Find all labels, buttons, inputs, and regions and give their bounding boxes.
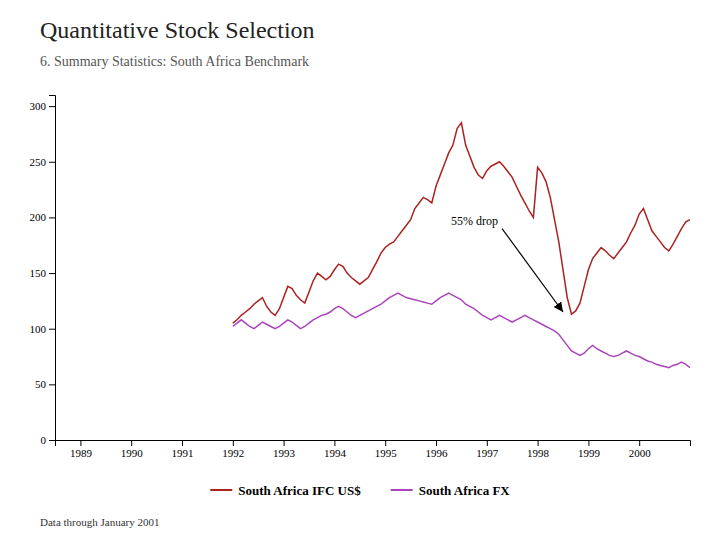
tick-label: 150: [30, 267, 47, 279]
tick-label: 2000: [629, 447, 652, 459]
tick-label: 1998: [527, 447, 550, 459]
tick-label: 250: [30, 156, 47, 168]
tick-label: 1989: [70, 447, 93, 459]
tick: 1994: [324, 440, 347, 459]
tick-label: 1999: [578, 447, 601, 459]
tick-mark: [49, 329, 55, 330]
tick-label: 100: [30, 323, 47, 335]
legend-swatch: [210, 489, 232, 491]
tick-mark: [284, 440, 285, 446]
title: Quantitative Stock Selection: [40, 17, 315, 43]
tick: 1992: [222, 440, 244, 459]
legend: South Africa IFC US$ South Africa FX: [210, 483, 510, 498]
tick-label: 50: [35, 378, 47, 390]
legend-label: South Africa FX: [419, 483, 511, 498]
marks: [233, 123, 690, 368]
tick: 1991: [172, 440, 194, 459]
tick: 50: [35, 378, 55, 390]
tick-mark: [385, 440, 386, 446]
tick-mark: [49, 384, 55, 385]
tick: 1990: [121, 440, 144, 459]
legend-swatch: [391, 489, 413, 491]
tick-mark: [538, 440, 539, 446]
tick-mark: [436, 440, 437, 446]
plot: 1989 1990 1991 1992 1993 1994 1995 1996 1997 1998…: [30, 96, 691, 459]
tick-mark: [80, 440, 81, 446]
tick-mark: [49, 273, 55, 274]
tick-label: 200: [30, 211, 47, 223]
tick: 1999: [578, 440, 601, 459]
tick: 1989: [70, 440, 93, 459]
series-line: [233, 293, 690, 368]
tick: 1993: [273, 440, 296, 459]
annotation-arrow: [502, 229, 563, 312]
tick: 200: [30, 211, 56, 223]
subtitle: 6. Summary Statistics: South Africa Benc…: [40, 54, 309, 69]
tick-mark: [639, 440, 640, 446]
tick: 300: [30, 100, 56, 112]
tick-label: 1994: [324, 447, 347, 459]
tick: 1995: [375, 440, 398, 459]
annotation: 55% drop: [451, 214, 498, 228]
tick-label: 1995: [375, 447, 398, 459]
tick-label: 1991: [172, 447, 194, 459]
tick-mark: [588, 440, 589, 446]
y-axis: 0 50 100 150 200 250 300: [30, 96, 56, 447]
tick-label: 1997: [476, 447, 499, 459]
tick-mark: [49, 217, 55, 218]
tick: 1997: [476, 440, 499, 459]
tick-mark: [49, 440, 55, 441]
legend-item: South Africa FX: [391, 483, 511, 498]
tick-label: 1992: [222, 447, 244, 459]
chart: Quantitative Stock Selection 6. Summary S…: [0, 0, 720, 540]
tick: 150: [30, 267, 56, 279]
tick-mark: [49, 162, 55, 163]
tick: 2000: [629, 440, 652, 459]
tick-label: 1996: [426, 447, 449, 459]
tick: 250: [30, 156, 56, 168]
tick-mark: [49, 106, 55, 107]
legend-item: South Africa IFC US$: [210, 483, 361, 498]
tick-mark: [233, 440, 234, 446]
tick-mark: [334, 440, 335, 446]
tick: 100: [30, 323, 56, 335]
tick-mark: [182, 440, 183, 446]
tick-label: 300: [30, 100, 47, 112]
axis-line: [56, 441, 691, 447]
tick: 1996: [426, 440, 449, 459]
legend-label: South Africa IFC US$: [238, 483, 361, 498]
tick: 1998: [527, 440, 550, 459]
tick-mark: [487, 440, 488, 446]
x-axis: 1989 1990 1991 1992 1993 1994 1995 1996 1997 1998…: [56, 440, 691, 459]
series-line: [233, 123, 690, 323]
tick-mark: [131, 440, 132, 446]
tick: 0: [41, 434, 56, 446]
tick-label: 0: [41, 434, 47, 446]
tick-label: 1993: [273, 447, 296, 459]
footer: Data through January 2001: [40, 516, 159, 528]
tick-label: 1990: [121, 447, 144, 459]
axis-line: [49, 96, 56, 441]
